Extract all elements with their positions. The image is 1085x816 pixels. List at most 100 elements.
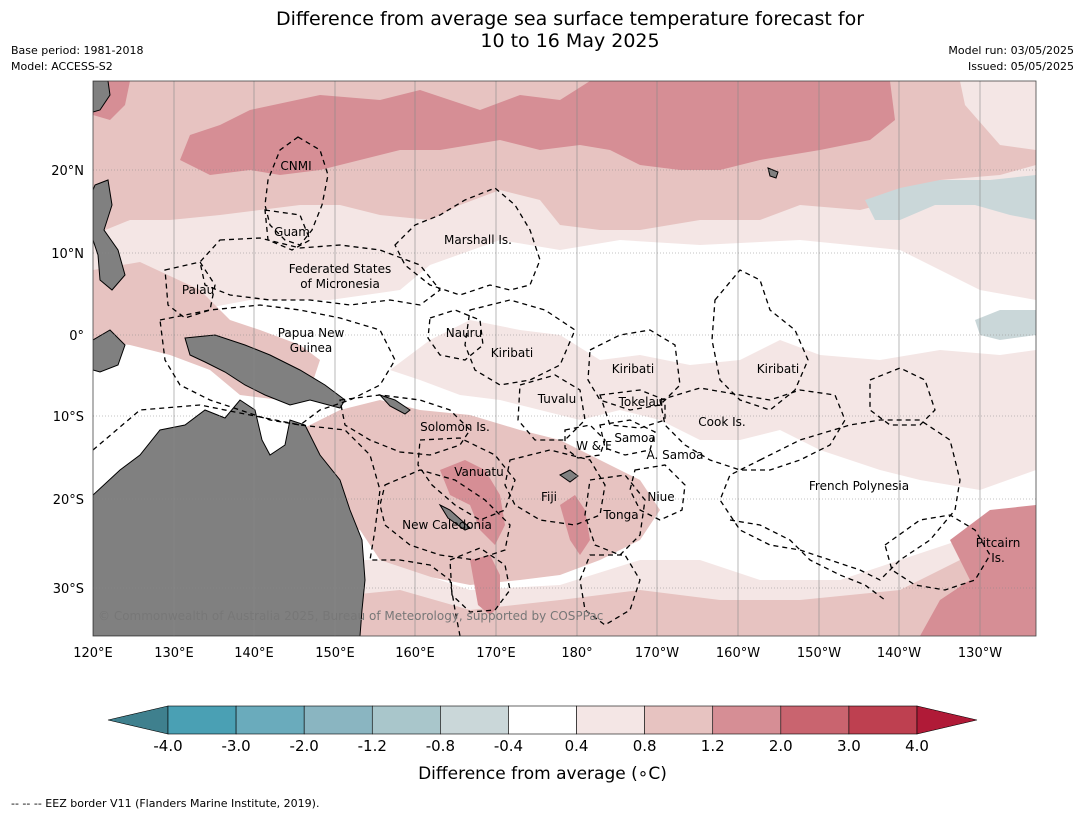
colorbar-segment	[371, 705, 441, 735]
colorbar-tick-label: -2.0	[290, 737, 319, 755]
metadata-right: Model run: 03/05/2025 Issued: 05/05/2025	[948, 43, 1074, 75]
colorbar-segment	[712, 705, 782, 735]
colorbar-tick-label: 0.8	[633, 737, 657, 755]
region-label: Tokelau	[618, 395, 664, 409]
colorbar-segment	[303, 705, 373, 735]
colorbar-tick-label: -1.2	[358, 737, 387, 755]
eez-kermadec	[579, 554, 641, 626]
eez-tonga	[584, 474, 646, 556]
region-label: Guam	[274, 225, 310, 239]
eez-kiribati-east	[711, 269, 809, 411]
region-label: Palau	[182, 283, 214, 297]
colorbar-tick-label: -4.0	[153, 737, 182, 755]
colorbar-segment	[644, 705, 714, 735]
latitude-label: 30°S	[53, 582, 84, 597]
latitude-label: 20°S	[53, 493, 84, 508]
eez-solomon	[339, 394, 471, 456]
longitude-label: 160°W	[716, 646, 760, 661]
region-label: Samoa	[614, 431, 655, 445]
land-asia	[93, 81, 111, 113]
land-philippines	[93, 179, 126, 291]
region-label: W & F	[576, 439, 612, 453]
eez-fsm	[199, 237, 441, 306]
colorbar-tick-label: 3.0	[837, 737, 861, 755]
eez-png	[159, 304, 396, 426]
land-hawaii	[767, 167, 779, 179]
eez-palau	[164, 261, 216, 319]
eez-fiji	[504, 449, 606, 526]
longitude-label: 170°E	[476, 646, 516, 661]
land-new-caledonia	[438, 503, 471, 531]
anomaly-band-warm-far-south	[300, 555, 1036, 636]
colorbar-tick-label: 1.2	[701, 737, 725, 755]
latitude-label: 10°S	[53, 410, 84, 425]
metadata-left: Base period: 1981-2018 Model: ACCESS-S2	[11, 43, 143, 75]
base-period-text: Base period: 1981-2018	[11, 44, 144, 57]
region-label: Kiribati	[491, 346, 533, 360]
land-new-guinea	[184, 334, 346, 409]
region-label: Marshall Is.	[444, 233, 512, 247]
anomaly-patch-cool-2	[975, 310, 1036, 340]
anomaly-patch-fiji-warmer	[560, 495, 590, 555]
region-label: Solomon Is.	[420, 420, 490, 434]
eez-samoa	[599, 419, 656, 456]
longitude-label: 140°E	[234, 646, 274, 661]
region-label: Nauru	[446, 326, 482, 340]
anomaly-patch-south-warmer	[470, 555, 500, 615]
colorbar-segment	[508, 705, 577, 735]
region-label: Cook Is.	[698, 415, 745, 429]
colorbar-tick-label: -0.8	[426, 737, 455, 755]
colorbar: -4.0 -3.0 -2.0 -1.2 -0.8 -0.4 0.4 0.8 1.2 2.0 3.0 4…	[107, 705, 978, 755]
eez-legend-note: -- -- -- EEZ border V11 (Flanders Marine…	[11, 797, 320, 810]
region-label: Niue	[647, 490, 674, 504]
region-label: Pitcairn Is.	[976, 536, 1021, 565]
region-label: Tonga	[602, 508, 638, 522]
longitude-label: 150°E	[315, 646, 355, 661]
anomaly-band-equatorial	[390, 320, 1036, 490]
anomaly-patch-cool-1	[865, 175, 1036, 220]
title-line-1: Difference from average sea surface temp…	[275, 8, 865, 30]
eez-guam	[264, 209, 311, 251]
anomaly-band-warmer-north	[180, 81, 895, 175]
eez-borders	[93, 136, 991, 636]
title-line-2: 10 to 16 May 2025	[480, 30, 660, 52]
region-label: Vanuatu	[454, 465, 504, 479]
colorbar-tick-label: -0.4	[494, 737, 523, 755]
longitude-label: 120°E	[73, 646, 113, 661]
eez-kiribati-central	[587, 329, 681, 411]
colorbar-extend-low	[107, 705, 169, 735]
region-label: Tuvalu	[537, 392, 577, 406]
model-run-text: Model run: 03/05/2025	[948, 44, 1074, 57]
region-label: New Caledonia	[402, 518, 492, 532]
longitude-label: 130°W	[958, 646, 1002, 661]
region-label: Kiribati	[757, 362, 799, 376]
region-label: French Polynesia	[809, 479, 909, 493]
eez-tuvalu	[517, 374, 586, 441]
colorbar-tick-label: 0.4	[565, 737, 589, 755]
land-solomon-islands	[378, 393, 411, 415]
colorbar-tick-label: 4.0	[905, 737, 929, 755]
region-label: Federated States of Micronesia	[289, 262, 391, 291]
colorbar-tick-label: 2.0	[769, 737, 793, 755]
longitude-label: 130°E	[154, 646, 194, 661]
axis-labels: 120°E 130°E 140°E 150°E 160°E 170°E 180° 170°W 1…	[51, 164, 1002, 661]
latitude-label: 20°N	[51, 164, 84, 179]
eez-vanuatu	[417, 437, 516, 521]
colorbar-tick-label: -3.0	[221, 737, 250, 755]
longitude-label: 160°E	[395, 646, 435, 661]
colorbar-segment	[780, 705, 850, 735]
land-borneo-sulawesi	[93, 329, 126, 373]
region-label: Kiribati	[612, 362, 654, 376]
colorbar-segment	[235, 705, 305, 735]
colorbar-title: Difference from average (∘C)	[418, 764, 667, 784]
longitude-label: 140°W	[877, 646, 921, 661]
eez-tokelau	[599, 389, 666, 429]
map-frame	[92, 80, 1037, 637]
issued-text: Issued: 05/05/2025	[967, 60, 1074, 73]
map-title: Difference from average sea surface temp…	[0, 8, 1085, 52]
gridlines	[93, 81, 1036, 636]
eez-australia-ne	[93, 404, 461, 636]
longitude-label: 180°	[561, 646, 592, 661]
region-label: Fiji	[541, 490, 557, 504]
latitude-label: 0°	[69, 329, 84, 344]
